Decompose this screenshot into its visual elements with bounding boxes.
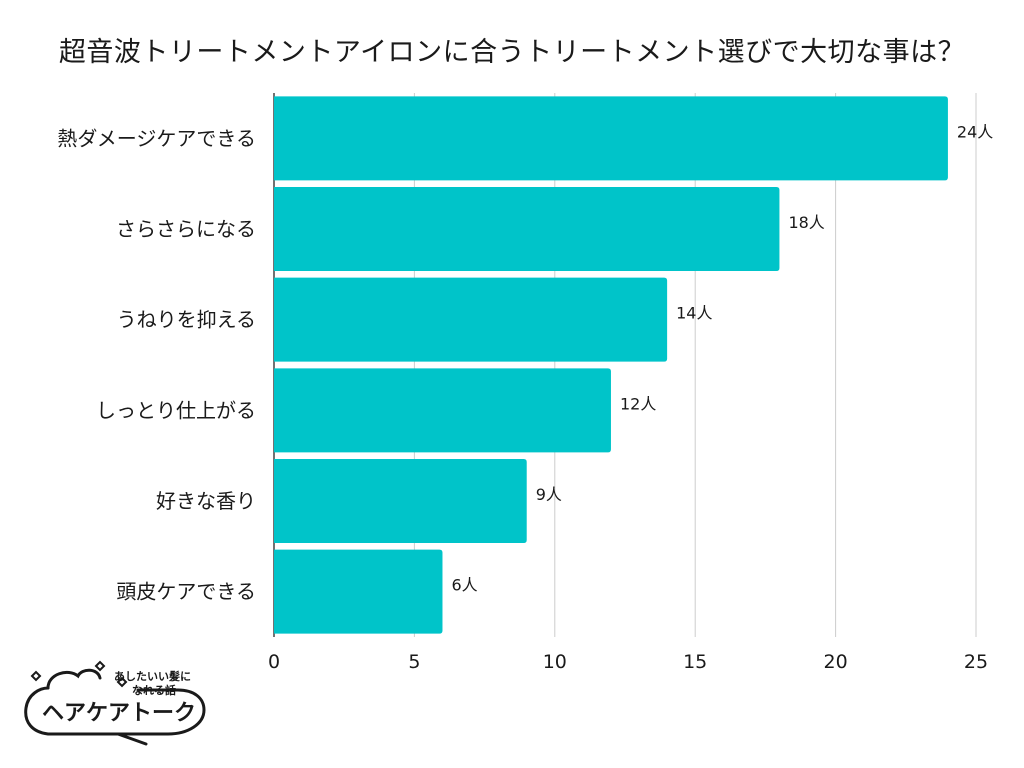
bars	[274, 96, 948, 634]
speech-bubble-icon	[24, 686, 206, 736]
category-label: 熱ダメージケアできる	[57, 126, 256, 150]
brand-name: ヘアケアトーク	[42, 701, 196, 726]
category-label: 頭皮ケアできる	[116, 580, 256, 604]
x-tick-label: 5	[408, 651, 420, 673]
category-label: うねりを抑える	[117, 308, 256, 332]
bar	[274, 277, 668, 362]
data-label: 12人	[620, 394, 656, 413]
x-tick-label: 0	[268, 651, 280, 673]
x-axis-ticks: 0 5 10 15 20 25	[268, 651, 988, 673]
brand-tagline-line1: あしたいい髪に	[114, 669, 191, 683]
sparkle-icon	[30, 670, 42, 682]
bar	[274, 549, 443, 634]
x-tick-label: 20	[824, 651, 848, 673]
bar	[274, 187, 780, 271]
data-label: 18人	[788, 213, 824, 232]
x-tick-label: 10	[543, 651, 567, 673]
chart-title: 超音波トリートメントアイロンに合うトリートメント選びで大切な事は？	[58, 37, 966, 68]
data-label: 9人	[536, 485, 562, 504]
data-label: 24人	[957, 122, 993, 141]
data-label: 14人	[676, 304, 712, 323]
bar	[274, 96, 948, 181]
data-label: 6人	[451, 576, 477, 595]
sparkle-icon	[116, 676, 128, 688]
category-label: さらさらになる	[116, 217, 256, 241]
brand-tagline-line2: なれる話	[132, 683, 176, 697]
brand-logo: あしたいい髪に なれる話 ヘアケアトーク	[24, 660, 206, 746]
sparkle-icon	[94, 660, 106, 672]
x-tick-label: 15	[683, 651, 707, 673]
grid-lines	[273, 93, 977, 637]
bar	[274, 368, 611, 453]
bar	[274, 459, 527, 543]
category-label: しっとり仕上がる	[96, 398, 256, 422]
x-tick-label: 25	[964, 651, 988, 673]
category-label: 好きな香り	[156, 489, 256, 513]
